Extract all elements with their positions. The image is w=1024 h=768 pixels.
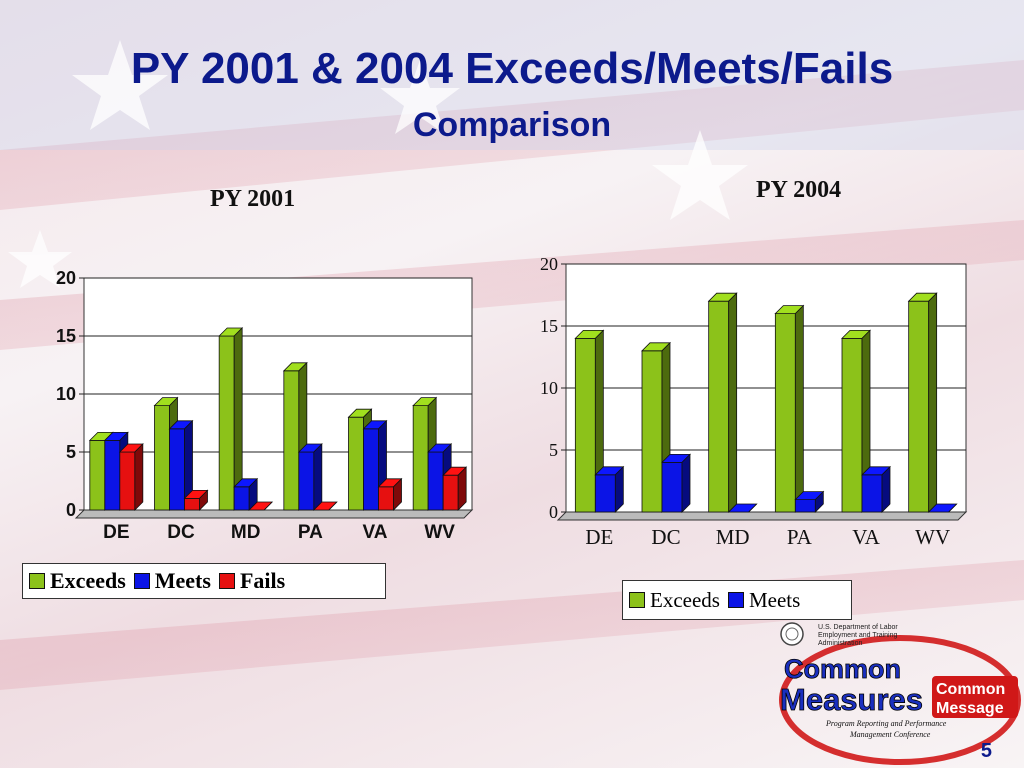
bar-fails-wv: [442, 466, 468, 511]
page-number: 5: [980, 740, 992, 762]
y-tick-label: 5: [66, 442, 76, 462]
bar-meets-dc: [168, 419, 194, 511]
plot-floor: [556, 511, 968, 521]
bar-meets-pa: [297, 443, 323, 511]
legend-swatch: [629, 592, 645, 608]
bar-exceeds-va: [841, 329, 871, 513]
x-category-label: PA: [298, 522, 323, 543]
x-category-label: MD: [716, 525, 750, 549]
legend-item-fails: Fails: [218, 568, 286, 594]
legend-label: Fails: [239, 568, 286, 593]
legend-label: Meets: [154, 568, 211, 593]
logo-common-small: Common: [936, 681, 1005, 698]
common-measures-logo: Common Measures Common Message Program R…: [779, 622, 1021, 765]
x-category-label: PA: [787, 525, 813, 549]
legend-item-exceeds: Exceeds: [29, 568, 126, 594]
y-tick-label: 0: [549, 502, 558, 522]
logo-subtitle-2: Management Conference: [849, 730, 931, 739]
chart-title-py2004: PY 2004: [756, 177, 842, 203]
logo-message: Message: [936, 700, 1004, 717]
bar-meets-dc: [661, 453, 691, 513]
bar-fails-pa: [312, 501, 338, 511]
bar-fails-de: [118, 443, 144, 511]
legend-label: Exceeds: [650, 587, 720, 612]
y-tick-label: 0: [66, 500, 76, 520]
bar-fails-va: [377, 477, 403, 511]
chart-py2004: 0 5 10 15 20 DE DC MD PA VA WV: [540, 254, 968, 549]
y-tick-label: 15: [56, 326, 76, 346]
legend-swatch: [29, 573, 45, 589]
y-tick-label: 20: [56, 268, 76, 288]
y-tick-label: 20: [540, 254, 558, 274]
bar-fails-md: [248, 501, 274, 511]
legend-py2004: Exceeds Meets: [622, 580, 852, 620]
x-category-label: VA: [852, 525, 880, 549]
bar-fails-dc: [183, 489, 209, 511]
legend-swatch: [218, 573, 235, 589]
plot-floor: [74, 509, 474, 519]
y-tick-label: 5: [549, 440, 558, 460]
legend-label: Meets: [748, 587, 801, 612]
dol-agency-text: U.S. Department of Labor Employment and …: [818, 624, 898, 647]
y-tick-label: 10: [56, 384, 76, 404]
y-tick-label: 15: [540, 316, 558, 336]
x-category-label: WV: [915, 525, 950, 549]
slide-subtitle: Comparison: [412, 106, 612, 144]
x-category-label: VA: [363, 522, 388, 543]
slide-title: PY 2001 & 2004 Exceeds/Meets/Fails: [130, 44, 894, 93]
legend-item-meets: Meets: [133, 568, 211, 594]
bar-meets-de: [594, 465, 625, 513]
bar-meets-md: [727, 503, 758, 513]
x-category-label: DE: [585, 525, 613, 549]
logo-common: Common: [784, 654, 901, 684]
y-tick-label: 10: [540, 378, 558, 398]
bar-meets-md: [233, 477, 259, 511]
x-category-label: MD: [231, 522, 261, 543]
legend-swatch: [727, 592, 744, 608]
x-category-label: WV: [424, 522, 455, 543]
legend-label: Exceeds: [50, 568, 126, 593]
bar-exceeds-md: [218, 327, 244, 511]
x-category-label: DE: [103, 522, 129, 543]
bar-meets-va: [861, 465, 891, 513]
dol-seal-icon: [780, 622, 804, 646]
x-category-label: DC: [651, 525, 680, 549]
chart-title-py2001: PY 2001: [210, 186, 296, 212]
legend-item-meets: Meets: [727, 587, 801, 613]
logo-subtitle-1: Program Reporting and Performance: [825, 719, 947, 728]
chart-py2001: 0 5 10 15 20 DE DC MD PA VA WV: [56, 268, 474, 543]
bar-exceeds-wv: [907, 292, 938, 513]
bar-exceeds-md: [707, 292, 738, 513]
logo-measures: Measures: [780, 682, 923, 717]
bar-exceeds-pa: [774, 304, 805, 513]
legend-item-exceeds: Exceeds: [629, 588, 720, 613]
legend-py2001: Exceeds Meets Fails: [22, 563, 386, 599]
legend-swatch: [133, 573, 150, 589]
bar-meets-wv: [927, 503, 958, 513]
bar-meets-pa: [794, 490, 825, 513]
x-category-label: DC: [167, 522, 195, 543]
